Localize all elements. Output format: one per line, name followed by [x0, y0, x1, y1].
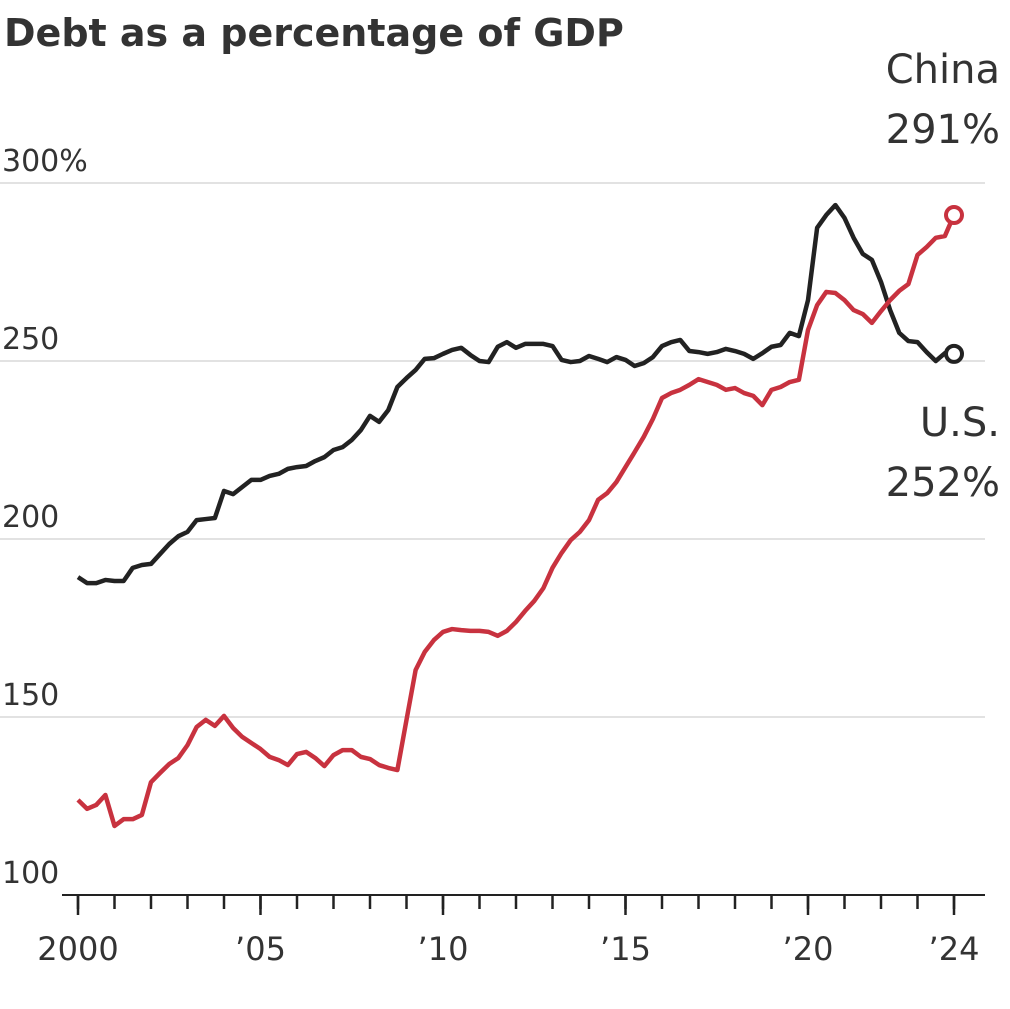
end-value-label: 252%	[886, 460, 1000, 506]
x-tick-label: ’15	[600, 930, 651, 968]
series-line	[76, 214, 957, 829]
series-name-label: U.S.	[920, 400, 1000, 446]
y-tick-label: 100	[2, 856, 59, 891]
y-tick-label: 150	[2, 678, 59, 713]
x-tick-label: ’05	[235, 930, 286, 968]
chart-title: Debt as a percentage of GDP	[4, 11, 624, 55]
y-tick-label: 300%	[2, 144, 88, 179]
x-tick-label: ’24	[929, 930, 980, 968]
y-tick-label: 200	[2, 500, 59, 535]
x-tick-label: 2000	[37, 930, 118, 968]
end-value-label: 291%	[886, 107, 1000, 153]
x-tick-label: ’10	[418, 930, 469, 968]
end-marker	[944, 343, 964, 364]
y-tick-label: 250	[2, 322, 59, 357]
x-tick-label: ’20	[783, 930, 834, 968]
end-marker	[944, 205, 964, 226]
series-name-label: China	[886, 47, 1000, 93]
series-line	[76, 202, 955, 586]
